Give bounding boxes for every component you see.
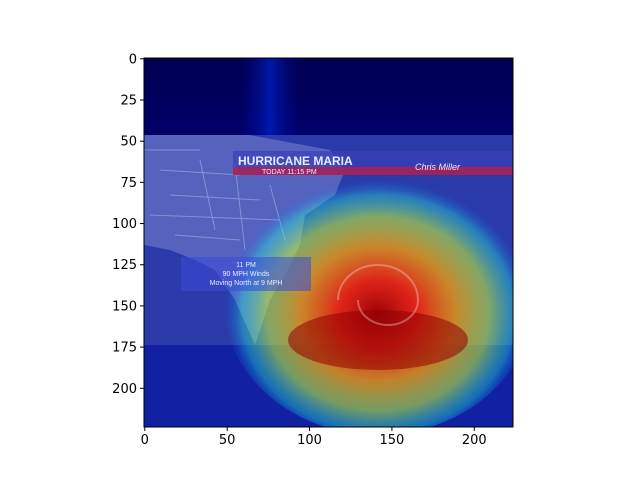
headline-text: HURRICANE MARIA <box>238 154 353 168</box>
y-tick-label: 175 <box>112 341 137 356</box>
y-tick-label: 0 <box>129 52 137 67</box>
y-tick-label: 125 <box>112 258 137 273</box>
subheadline-text: TODAY 11:15 PM <box>262 169 317 176</box>
x-tick-label: 0 <box>141 433 149 448</box>
heatmap-image: HURRICANE MARIA TODAY 11:15 PM Chris Mil… <box>144 58 513 427</box>
state-borders <box>144 149 286 251</box>
info-box <box>181 257 311 291</box>
top-band <box>144 58 513 135</box>
info-motion: Moving North at 9 MPH <box>210 280 283 287</box>
x-tick-label: 150 <box>380 433 405 448</box>
headline-stripe <box>233 167 513 175</box>
y-tick-label: 50 <box>120 135 137 150</box>
y-tick-label: 75 <box>120 176 137 191</box>
y-tick-label: 25 <box>120 94 137 109</box>
heat-peak <box>288 310 468 370</box>
axes-frame <box>143 57 514 428</box>
y-tick-label: 200 <box>112 382 137 397</box>
info-wind: 90 MPH Winds <box>223 271 270 278</box>
y-tick-label: 100 <box>112 217 137 232</box>
y-tick-label: 150 <box>112 299 137 314</box>
x-tick-label: 50 <box>219 433 236 448</box>
signature: Chris Miller <box>415 162 461 172</box>
info-time: 11 PM <box>236 262 256 269</box>
column-band <box>240 58 300 135</box>
x-tick-label: 200 <box>462 433 487 448</box>
x-tick-label: 100 <box>297 433 322 448</box>
heat-blob <box>223 165 513 427</box>
axis-ticks: 0 50 100 150 200 0 25 50 75 100 125 150 175 200 <box>112 52 487 448</box>
hurricane-swirl <box>337 264 420 326</box>
